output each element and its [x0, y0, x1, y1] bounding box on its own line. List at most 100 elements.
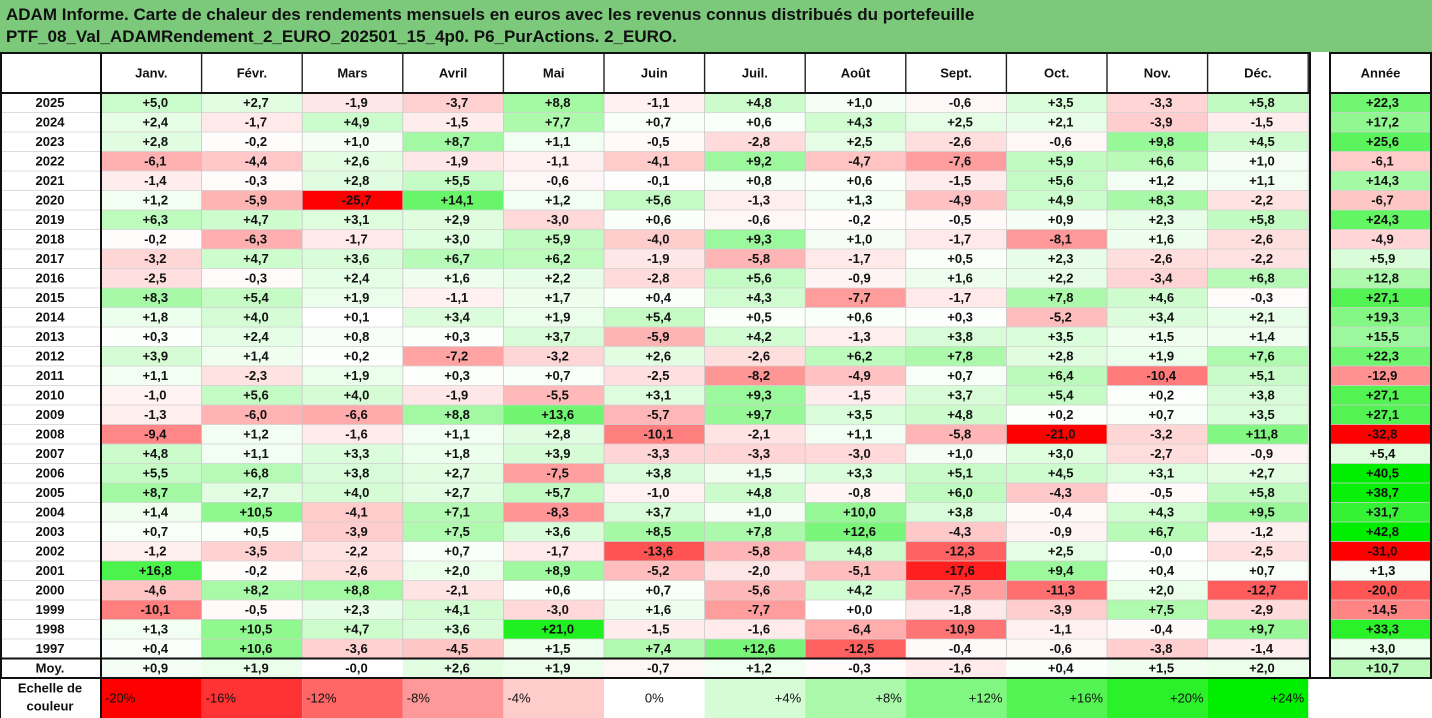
heatmap-cell [302, 405, 403, 425]
cell-value: +21,0 [541, 622, 574, 637]
cell-value: -4,9 [848, 368, 870, 383]
heatmap-cell [101, 522, 202, 542]
heatmap-cell [1006, 541, 1107, 561]
heatmap-cell [1107, 580, 1208, 600]
average-value: -0,0 [345, 661, 367, 676]
cell-value: -0,5 [647, 134, 669, 149]
cell-value: -0,8 [848, 485, 870, 500]
heatmap-cell [805, 132, 906, 152]
heatmap-cell [905, 112, 1007, 132]
cell-value: +16,8 [139, 563, 172, 578]
cell-value: -2,6 [1251, 232, 1273, 247]
cell-value: +10,0 [843, 505, 876, 520]
annual-value: +40,5 [1366, 466, 1399, 481]
cell-value: -12,5 [845, 641, 875, 656]
cell-value: +0,3 [444, 368, 470, 383]
cell-value: +5,0 [142, 95, 168, 110]
heatmap-cell [604, 483, 705, 503]
cell-value: +2,6 [344, 154, 370, 169]
cell-value: -1,1 [1049, 622, 1071, 637]
heatmap-cell [1207, 151, 1309, 171]
cell-value: -0,5 [245, 602, 267, 617]
cell-value: +0,7 [645, 583, 671, 598]
heatmap-cell [302, 619, 403, 639]
annual-cell [1330, 268, 1431, 288]
cell-value: -5,2 [1049, 310, 1071, 325]
cell-value: -5,5 [546, 388, 568, 403]
average-value: +1,5 [1148, 661, 1174, 676]
cell-value: -3,3 [1150, 95, 1172, 110]
cell-value: -4,9 [949, 193, 971, 208]
cell-value: +4,3 [1148, 505, 1174, 520]
year-label: 2017 [36, 251, 65, 266]
heatmap-cell [302, 502, 403, 522]
heatmap-cell [1006, 307, 1107, 327]
average-value: +2,0 [1249, 661, 1275, 676]
cell-value: +9,7 [746, 407, 772, 422]
heatmap-cell [805, 288, 906, 308]
cell-value: +5,6 [645, 193, 671, 208]
heatmap-cell [101, 639, 202, 659]
year-label: 2010 [36, 388, 65, 403]
annual-cell [1330, 405, 1431, 425]
heatmap-cell [503, 132, 604, 152]
cell-value: +3,5 [1249, 407, 1275, 422]
heatmap-cell [503, 522, 604, 542]
heatmap-cell [1006, 522, 1107, 542]
heatmap-cell [503, 249, 604, 269]
cell-value: +2,4 [344, 271, 370, 286]
year-label: 2022 [36, 154, 65, 169]
heatmap-cell [101, 385, 202, 405]
cell-value: -3,2 [1150, 427, 1172, 442]
heatmap-cell [704, 541, 806, 561]
heatmap-cell [201, 132, 303, 152]
heatmap-cell [201, 307, 303, 327]
cell-value: -1,3 [848, 329, 870, 344]
heatmap-cell [503, 171, 604, 191]
cell-value: +4,3 [847, 115, 873, 130]
heatmap-cell [905, 483, 1007, 503]
heatmap-cell [503, 288, 604, 308]
heatmap-cell [402, 541, 504, 561]
cell-value: -1,5 [949, 173, 971, 188]
cell-value: -0,1 [647, 173, 669, 188]
annual-cell [1330, 151, 1431, 171]
annual-value: +15,5 [1366, 329, 1399, 344]
annual-cell [1330, 229, 1431, 249]
cell-value: -0,9 [848, 271, 870, 286]
heatmap-cell [1107, 112, 1208, 132]
heatmap-cell [1207, 522, 1309, 542]
cell-value: +0,7 [545, 368, 571, 383]
cell-value: +1,6 [645, 602, 671, 617]
heatmap-cell [1107, 561, 1208, 581]
cell-value: -2,3 [245, 368, 267, 383]
cell-value: +1,9 [344, 368, 370, 383]
month-header: Sept. [940, 65, 972, 80]
cell-value: +0,8 [746, 173, 772, 188]
cell-value: -4,3 [949, 524, 971, 539]
cell-value: -0,2 [245, 134, 267, 149]
heatmap-cell [402, 171, 504, 191]
cell-value: +4,5 [1249, 134, 1275, 149]
heatmap-cell [302, 151, 403, 171]
heatmap-cell [704, 327, 806, 347]
cell-value: -1,5 [848, 388, 870, 403]
heatmap-cell [302, 190, 403, 210]
cell-value: -5,2 [647, 563, 669, 578]
cell-value: -8,2 [748, 368, 770, 383]
heatmap-cell [302, 346, 403, 366]
heatmap-cell [704, 483, 806, 503]
cell-value: +3,9 [142, 349, 168, 364]
cell-value: +3,8 [947, 329, 973, 344]
cell-value: +7,5 [1148, 602, 1174, 617]
cell-value: +2,3 [344, 602, 370, 617]
heatmap-cell [805, 307, 906, 327]
scale-swatch [1107, 678, 1208, 718]
cell-value: +2,8 [545, 427, 571, 442]
heatmap-cell [704, 210, 806, 230]
heatmap-cell [704, 385, 806, 405]
heatmap-cell [201, 541, 303, 561]
cell-value: -3,9 [1150, 115, 1172, 130]
annual-cell [1330, 385, 1431, 405]
cell-value: +1,4 [1249, 329, 1275, 344]
